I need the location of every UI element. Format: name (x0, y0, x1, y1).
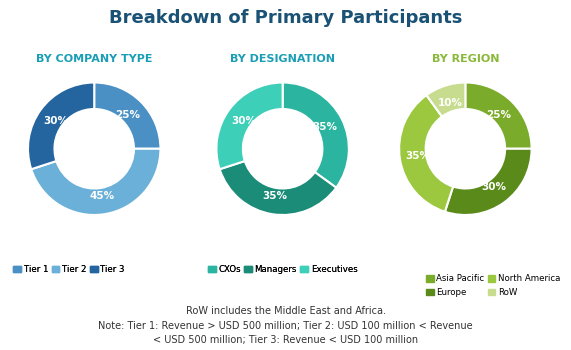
Wedge shape (465, 83, 532, 149)
Text: 25%: 25% (486, 110, 512, 120)
Title: BY DESIGNATION: BY DESIGNATION (230, 54, 335, 64)
Text: 30%: 30% (481, 182, 506, 192)
Text: Note: Tier 1: Revenue > USD 500 million; Tier 2: USD 100 million < Revenue: Note: Tier 1: Revenue > USD 500 million;… (98, 321, 473, 331)
Wedge shape (427, 83, 465, 117)
Title: BY REGION: BY REGION (432, 54, 499, 64)
Text: 45%: 45% (89, 191, 114, 201)
Text: 35%: 35% (313, 122, 337, 132)
Legend: Tier 1, Tier 2, Tier 3: Tier 1, Tier 2, Tier 3 (10, 261, 128, 278)
Text: 35%: 35% (263, 191, 288, 201)
Text: 10%: 10% (438, 98, 463, 108)
Text: < USD 500 million; Tier 3: Revenue < USD 100 million: < USD 500 million; Tier 3: Revenue < USD… (153, 335, 418, 345)
Wedge shape (216, 83, 283, 169)
Text: 30%: 30% (232, 116, 256, 126)
Wedge shape (31, 149, 160, 215)
Text: RoW includes the Middle East and Africa.: RoW includes the Middle East and Africa. (186, 306, 385, 316)
Wedge shape (283, 83, 349, 188)
Wedge shape (399, 95, 453, 212)
Wedge shape (220, 161, 336, 215)
Text: 25%: 25% (115, 110, 140, 120)
Legend: CXOs, Managers, Executives: CXOs, Managers, Executives (204, 261, 361, 278)
Legend: Asia Pacific, Europe, North America, RoW: Asia Pacific, Europe, North America, RoW (423, 271, 564, 300)
Wedge shape (28, 83, 94, 169)
Text: 35%: 35% (406, 151, 431, 161)
Title: BY COMPANY TYPE: BY COMPANY TYPE (36, 54, 152, 64)
Text: 30%: 30% (43, 116, 68, 126)
Text: Breakdown of Primary Participants: Breakdown of Primary Participants (109, 9, 462, 27)
Wedge shape (94, 83, 160, 149)
Wedge shape (445, 149, 532, 215)
